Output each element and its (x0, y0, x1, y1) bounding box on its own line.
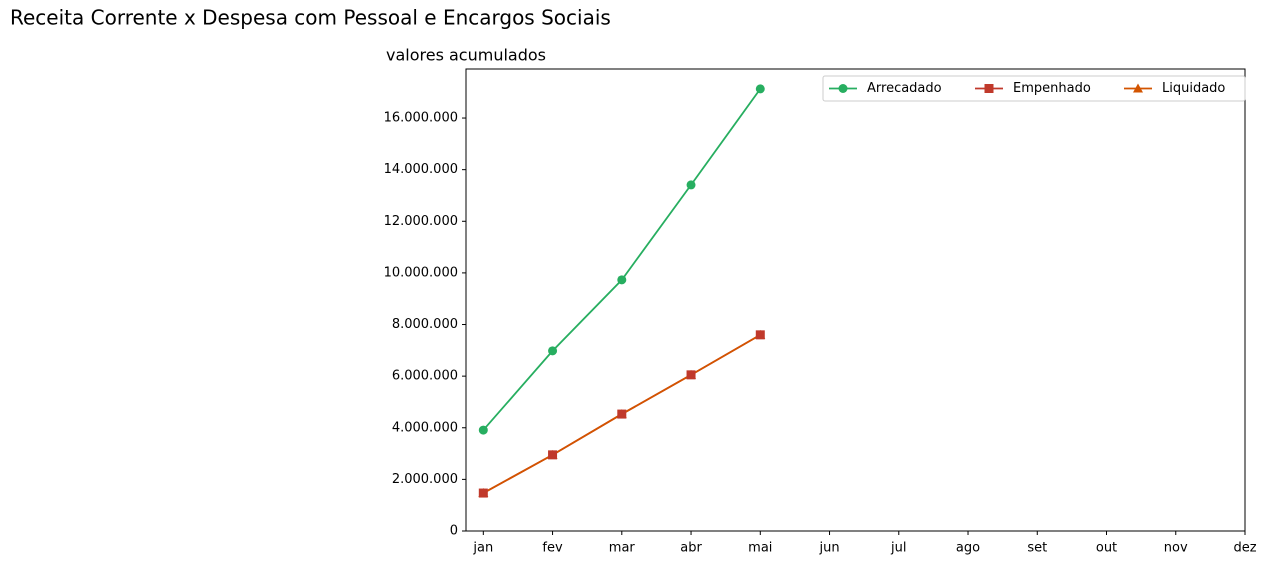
x-tick-label: out (1096, 541, 1117, 556)
legend-marker (838, 84, 848, 93)
x-tick-label: ago (956, 541, 980, 556)
chart-subtitle: valores acumulados (386, 46, 546, 65)
data-point (686, 180, 696, 190)
x-tick-label: fev (542, 541, 563, 556)
y-tick-label: 8.000.000 (392, 317, 458, 332)
x-tick-label: abr (680, 541, 702, 556)
data-point (755, 84, 765, 94)
series-line (482, 88, 762, 431)
y-tick-label: 6.000.000 (392, 369, 458, 384)
legend-label: Arrecadado (867, 81, 942, 96)
x-tick-label: mar (609, 541, 636, 556)
y-tick-label: 0 (450, 524, 458, 539)
x-tick-label: jun (818, 541, 839, 556)
legend-label: Empenhado (1013, 81, 1091, 96)
legend-marker (1133, 83, 1143, 93)
y-tick-label: 10.000.000 (384, 265, 458, 280)
legend-box (822, 75, 1246, 102)
plot-frame (465, 68, 1246, 532)
data-point (755, 330, 765, 340)
data-point (548, 346, 558, 356)
y-tick-label: 14.000.000 (384, 162, 458, 177)
x-tick-label: mai (748, 541, 772, 556)
data-point (478, 425, 488, 435)
x-tick-label: nov (1164, 541, 1188, 556)
data-point (617, 275, 627, 285)
legend-label: Liquidado (1162, 81, 1225, 96)
legend-marker (984, 84, 994, 93)
data-point (686, 370, 696, 380)
x-tick-label: dez (1233, 541, 1256, 556)
y-tick-label: 12.000.000 (384, 214, 458, 229)
x-tick-label: set (1027, 541, 1047, 556)
data-point (548, 450, 558, 460)
data-point (617, 409, 627, 419)
data-point (478, 488, 488, 498)
y-tick-label: 4.000.000 (392, 420, 458, 435)
chart-title: Receita Corrente x Despesa com Pessoal e… (10, 6, 611, 30)
x-tick-label: jan (472, 541, 493, 556)
y-tick-label: 16.000.000 (384, 111, 458, 126)
y-tick-label: 2.000.000 (392, 472, 458, 487)
x-tick-label: jul (890, 541, 906, 556)
